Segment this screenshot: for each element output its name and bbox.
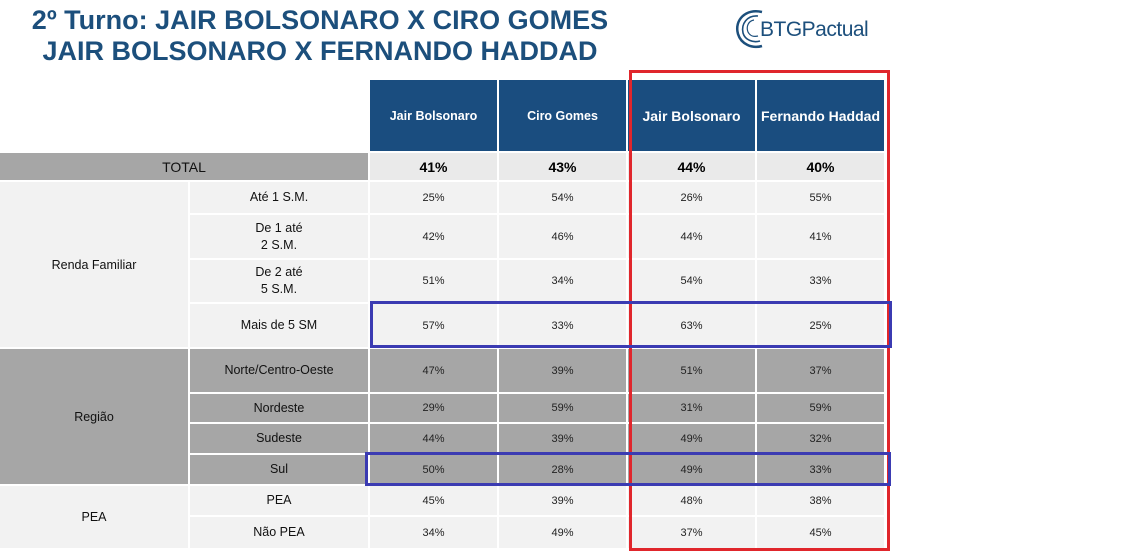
- table-cell: 39%: [499, 424, 626, 453]
- table-cell: 29%: [370, 394, 497, 422]
- btg-swirl-icon: [735, 9, 763, 49]
- table-cell: 46%: [499, 215, 626, 258]
- table-cell: 45%: [757, 517, 884, 548]
- column-header: Ciro Gomes: [499, 80, 626, 151]
- logo-text: BTGPactual: [760, 18, 869, 41]
- table-cell: 55%: [757, 182, 884, 213]
- table-cell: 39%: [499, 349, 626, 392]
- table-cell: 37%: [628, 517, 755, 548]
- row-label: PEA: [190, 486, 368, 515]
- row-label: Nordeste: [190, 394, 368, 422]
- btg-pactual-logo: BTGPactual: [732, 6, 877, 52]
- table-cell: 49%: [628, 424, 755, 453]
- table-cell: 63%: [628, 304, 755, 347]
- table-cell: 25%: [370, 182, 497, 213]
- title-line-2: JAIR BOLSONARO X FERNANDO HADDAD: [42, 36, 598, 66]
- group-label: PEA: [0, 486, 188, 548]
- table-cell: 33%: [757, 455, 884, 484]
- table-cell: 25%: [757, 304, 884, 347]
- column-header: Fernando Haddad: [757, 80, 884, 151]
- total-value: 44%: [628, 153, 755, 180]
- table-cell: 45%: [370, 486, 497, 515]
- table-cell: 39%: [499, 486, 626, 515]
- row-label: Sudeste: [190, 424, 368, 453]
- table-cell: 59%: [499, 394, 626, 422]
- row-label: De 1 até 2 S.M.: [190, 215, 368, 258]
- table-cell: 51%: [628, 349, 755, 392]
- table-cell: 33%: [499, 304, 626, 347]
- group-label: Região: [0, 349, 188, 484]
- row-label: Norte/Centro-Oeste: [190, 349, 368, 392]
- table-cell: 54%: [499, 182, 626, 213]
- table-cell: 57%: [370, 304, 497, 347]
- column-header: Jair Bolsonaro: [628, 80, 755, 151]
- table-cell: 54%: [628, 260, 755, 302]
- table-cell: 34%: [499, 260, 626, 302]
- row-label: Mais de 5 SM: [190, 304, 368, 347]
- column-header: Jair Bolsonaro: [370, 80, 497, 151]
- total-value: 40%: [757, 153, 884, 180]
- total-value: 41%: [370, 153, 497, 180]
- table-cell: 47%: [370, 349, 497, 392]
- table-cell: 32%: [757, 424, 884, 453]
- table-cell: 59%: [757, 394, 884, 422]
- table-cell: 31%: [628, 394, 755, 422]
- table-cell: 42%: [370, 215, 497, 258]
- table-cell: 50%: [370, 455, 497, 484]
- table-cell: 49%: [499, 517, 626, 548]
- row-label: Sul: [190, 455, 368, 484]
- table-cell: 34%: [370, 517, 497, 548]
- table-cell: 49%: [628, 455, 755, 484]
- row-label: De 2 até 5 S.M.: [190, 260, 368, 302]
- table-cell: 38%: [757, 486, 884, 515]
- table-cell: 44%: [628, 215, 755, 258]
- row-label: Até 1 S.M.: [190, 182, 368, 213]
- table-cell: 44%: [370, 424, 497, 453]
- table-cell: 26%: [628, 182, 755, 213]
- title-line-1: 2º Turno: JAIR BOLSONARO X CIRO GOMES: [31, 5, 609, 35]
- table-cell: 33%: [757, 260, 884, 302]
- group-label: Renda Familiar: [0, 182, 188, 347]
- total-label: TOTAL: [0, 153, 368, 180]
- table-cell: 37%: [757, 349, 884, 392]
- table-cell: 51%: [370, 260, 497, 302]
- total-value: 43%: [499, 153, 626, 180]
- table-cell: 48%: [628, 486, 755, 515]
- table-cell: 41%: [757, 215, 884, 258]
- row-label: Não PEA: [190, 517, 368, 548]
- table-cell: 28%: [499, 455, 626, 484]
